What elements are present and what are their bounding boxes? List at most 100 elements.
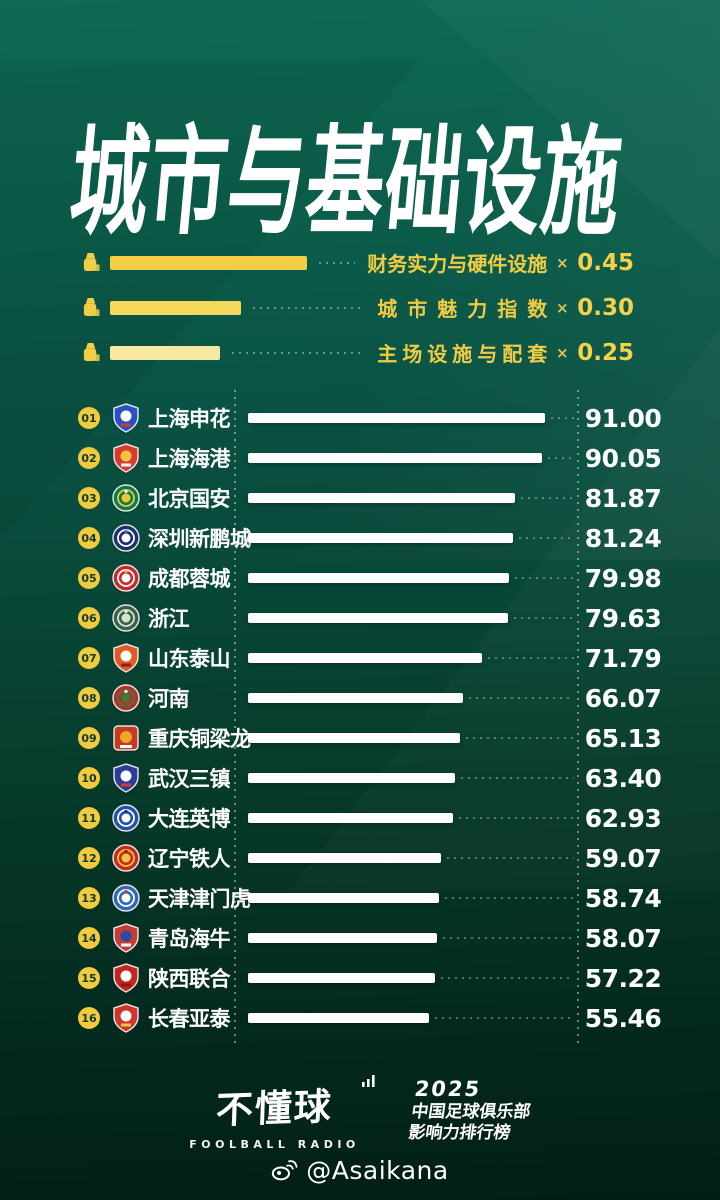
score-value: 65.13 xyxy=(584,723,662,753)
score-bar-track xyxy=(248,718,574,758)
dotted-leader xyxy=(459,817,574,819)
score-bar-track xyxy=(248,998,574,1038)
axis-line-right xyxy=(577,390,579,1046)
dotted-leader xyxy=(513,617,574,619)
team-logo xyxy=(108,803,144,833)
score-value: 59.07 xyxy=(584,843,662,873)
score-value: 62.93 xyxy=(584,803,662,833)
team-row: 10 武汉三镇 63.40 xyxy=(0,758,720,798)
team-row: 14 青岛海牛 58.07 xyxy=(0,918,720,958)
brand-subtitle: FOOLBALL RADIO xyxy=(189,1138,360,1151)
weight-bar xyxy=(110,255,307,270)
legend-row: 财务实力与硬件设施 × 0.45 xyxy=(82,240,634,285)
rank-badge: 08 xyxy=(78,687,100,709)
team-row: 01 上海申花 91.00 xyxy=(0,398,720,438)
team-name: 成都蓉城 xyxy=(148,567,231,591)
score-bar-track xyxy=(248,438,574,478)
team-row: 13 天津津门虎 58.74 xyxy=(0,878,720,918)
team-logo xyxy=(108,883,144,913)
score-value: 90.05 xyxy=(584,443,662,473)
weight-label: 财务实力与硬件设施 xyxy=(367,252,548,276)
team-logo xyxy=(108,443,144,473)
team-logo xyxy=(108,483,144,513)
team-name: 天津津门虎 xyxy=(148,887,251,911)
score-bar xyxy=(248,773,455,783)
score-bar-track xyxy=(248,838,574,878)
axis-line-left xyxy=(234,390,236,1046)
score-value: 91.00 xyxy=(584,403,662,433)
author-handle-text: @Asaikana xyxy=(306,1156,449,1185)
score-bar xyxy=(248,453,542,463)
edition-line-1: 中国足球俱乐部 xyxy=(409,1102,532,1123)
score-value: 63.40 xyxy=(584,763,662,793)
rank-badge: 14 xyxy=(78,927,100,949)
weights-legend: 财务实力与硬件设施 × 0.45 城市魅力指数 × 0.30 主场设施与配套 xyxy=(82,240,634,375)
weight-value: 0.25 xyxy=(577,339,634,366)
team-name: 上海海港 xyxy=(148,447,231,471)
weight-bar xyxy=(110,300,241,315)
team-logo xyxy=(108,563,144,593)
dotted-leader xyxy=(253,306,366,309)
team-logo xyxy=(108,403,144,433)
team-row: 16 长春亚泰 55.46 xyxy=(0,998,720,1038)
score-bar-track xyxy=(248,598,574,638)
score-value: 58.07 xyxy=(584,923,662,953)
score-bar xyxy=(248,853,441,863)
team-name: 山东泰山 xyxy=(148,647,231,671)
team-row: 03 北京国安 81.87 xyxy=(0,478,720,518)
scale-weight-icon xyxy=(82,297,101,318)
rank-badge: 05 xyxy=(78,567,100,589)
weight-label: 主场设施与配套 xyxy=(377,342,553,366)
team-name: 浙江 xyxy=(148,607,190,631)
dotted-leader xyxy=(460,777,574,779)
weight-value: 0.45 xyxy=(577,249,634,276)
team-logo xyxy=(108,843,144,873)
scale-weight-icon xyxy=(82,252,101,273)
score-bar xyxy=(248,533,513,543)
brand-block: 不懂球 FOOLBALL RADIO xyxy=(189,1072,375,1151)
team-name: 武汉三镇 xyxy=(148,767,231,791)
score-value: 58.74 xyxy=(584,883,662,913)
team-logo xyxy=(108,603,144,633)
team-logo xyxy=(108,523,144,553)
dotted-leader xyxy=(434,1017,574,1019)
dotted-leader xyxy=(550,417,574,419)
team-name: 青岛海牛 xyxy=(148,927,231,951)
score-bar xyxy=(248,893,440,903)
rank-badge: 09 xyxy=(78,727,100,749)
author-handle: @Asaikana xyxy=(0,1156,720,1185)
team-logo xyxy=(108,1003,144,1033)
team-logo xyxy=(108,683,144,713)
legend-row: 主场设施与配套 × 0.25 xyxy=(82,330,634,375)
score-bar-track xyxy=(248,918,574,958)
score-value: 79.98 xyxy=(584,563,662,593)
weibo-icon xyxy=(271,1159,298,1182)
edition-year: 2025 xyxy=(412,1077,483,1101)
footer: 不懂球 FOOLBALL RADIO 2025 中国足球俱乐部 影响力排行榜 xyxy=(0,1072,720,1151)
team-name: 深圳新鹏城 xyxy=(148,527,251,551)
team-row: 11 大连英博 62.93 xyxy=(0,798,720,838)
weight-label: 城市魅力指数 xyxy=(377,297,558,321)
score-value: 79.63 xyxy=(584,603,662,633)
rank-badge: 01 xyxy=(78,407,100,429)
team-name: 河南 xyxy=(148,687,190,711)
score-bar-track xyxy=(248,558,574,598)
rank-badge: 04 xyxy=(78,527,100,549)
score-bar xyxy=(248,653,483,663)
rank-badge: 03 xyxy=(78,487,100,509)
score-bar xyxy=(248,813,454,823)
dotted-leader xyxy=(547,457,574,459)
score-value: 57.22 xyxy=(584,963,662,993)
team-logo xyxy=(108,923,144,953)
weight-bar xyxy=(110,345,220,360)
multiply-sign: × xyxy=(555,298,569,317)
score-bar xyxy=(248,693,464,703)
score-bar xyxy=(248,933,438,943)
dotted-leader xyxy=(232,351,366,354)
multiply-sign: × xyxy=(555,343,569,362)
score-bar-track xyxy=(248,678,574,718)
team-row: 15 陕西联合 57.22 xyxy=(0,958,720,998)
team-name: 北京国安 xyxy=(148,487,231,511)
dotted-leader xyxy=(469,697,574,699)
